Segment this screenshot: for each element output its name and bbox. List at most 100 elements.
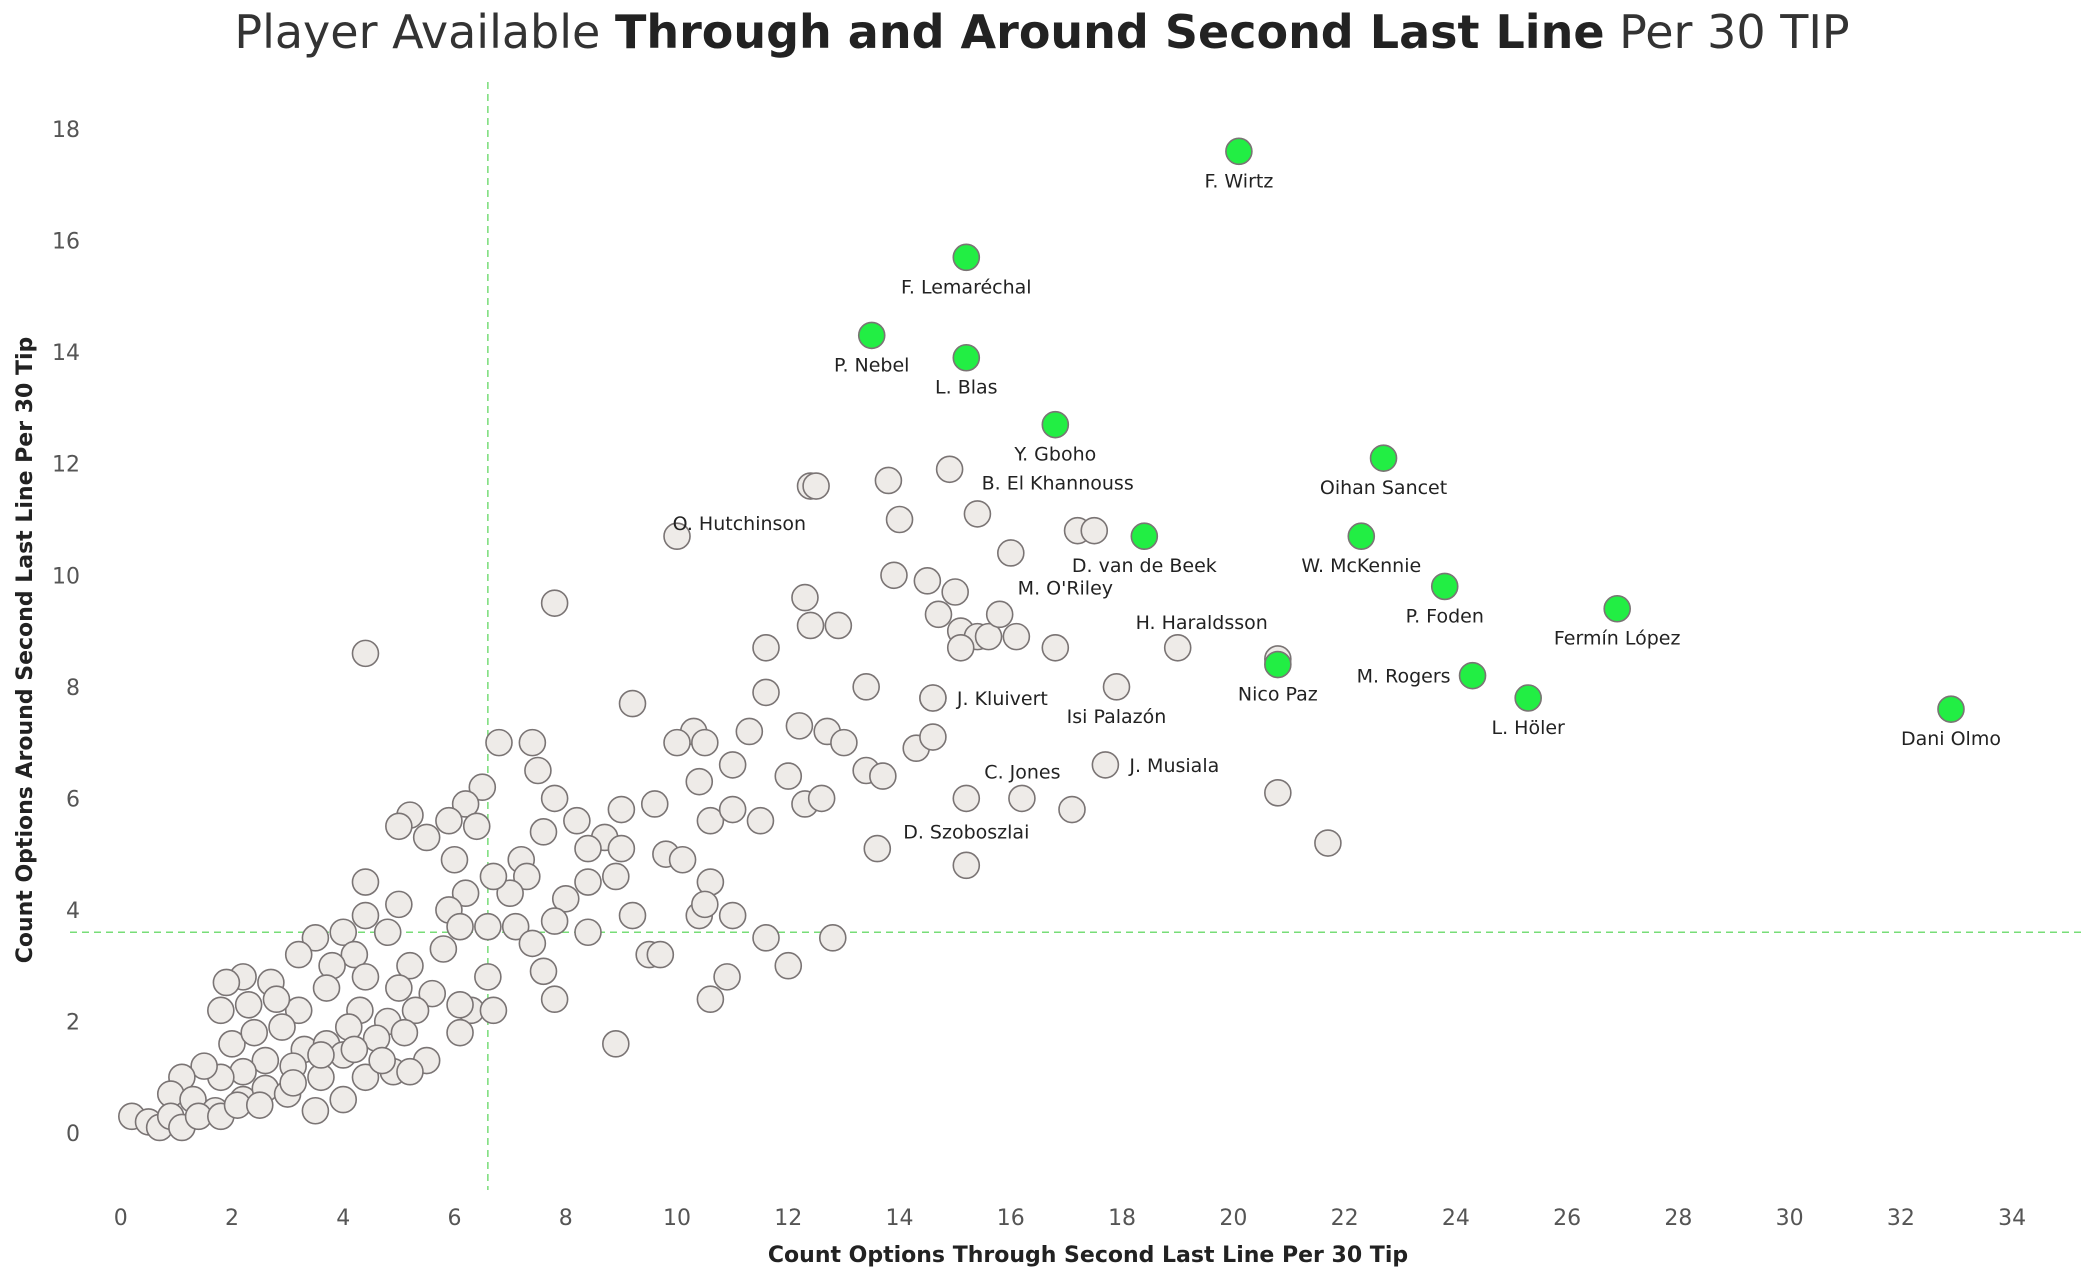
player-point — [1102, 673, 1131, 701]
player-point — [1002, 622, 1031, 651]
player-point — [735, 717, 764, 746]
player-point — [529, 818, 558, 846]
x-tick-label: 24 — [1442, 1206, 1470, 1231]
player-point — [1163, 633, 1192, 662]
highlighted-player-point — [1937, 695, 1965, 723]
player-point — [713, 963, 741, 991]
player-point — [207, 996, 235, 1025]
x-axis-ticks: 0 2 4 6 8 10 12 14 16 18 20 22 24 26 28 30 32 34 — [114, 1206, 2026, 1231]
player-point — [852, 673, 880, 701]
player-label: Isi Palazón — [1067, 706, 1167, 728]
player-point — [390, 1018, 419, 1047]
player-point — [997, 539, 1025, 567]
player-point — [963, 500, 992, 528]
x-tick-label: 18 — [1108, 1206, 1136, 1231]
player-label: F. Lemaréchal — [901, 276, 1032, 298]
player-point — [446, 990, 474, 1019]
player-point — [718, 751, 747, 779]
player-point — [985, 600, 1014, 629]
y-tick-label: 2 — [66, 1011, 80, 1036]
y-tick-label: 14 — [52, 341, 80, 366]
player-label: L. Höler — [1492, 717, 1566, 739]
player-point — [340, 940, 369, 969]
player-point — [468, 773, 497, 802]
x-tick-label: 2 — [225, 1206, 239, 1231]
player-point — [496, 879, 524, 908]
player-point — [284, 940, 313, 969]
player-point — [262, 985, 291, 1013]
player-point — [974, 622, 1003, 651]
highlighted-player-point — [1264, 650, 1292, 679]
highlighted-player-point — [1430, 572, 1459, 601]
player-point — [919, 723, 947, 751]
player-label: W. McKennie — [1301, 555, 1421, 577]
player-point — [791, 583, 819, 612]
player-point — [245, 1091, 274, 1119]
player-label: P. Nebel — [834, 354, 910, 376]
player-point — [368, 1046, 396, 1075]
x-tick-label: 12 — [774, 1206, 802, 1231]
player-point — [563, 806, 591, 835]
chart-title: Player Available Through and Around Seco… — [234, 5, 1849, 59]
player-point — [618, 689, 647, 718]
highlighted-player-point — [1130, 522, 1159, 551]
player-point — [474, 963, 502, 991]
highlighted-player-point — [1603, 594, 1631, 623]
player-point — [301, 924, 330, 952]
player-point — [284, 996, 313, 1025]
player-point — [640, 790, 669, 818]
y-axis-label: Count Options Around Second Last Line Pe… — [13, 337, 38, 964]
player-point — [351, 963, 380, 991]
player-point — [1080, 516, 1109, 545]
player-point — [429, 935, 458, 963]
player-point — [691, 728, 719, 757]
player-point — [385, 890, 413, 919]
highlighted-player-point — [1347, 522, 1376, 551]
player-point — [863, 834, 892, 863]
player-point — [1008, 784, 1036, 813]
player-point — [869, 762, 897, 790]
player-point — [540, 907, 569, 935]
player-point — [752, 678, 780, 707]
player-point — [401, 996, 430, 1025]
player-point — [941, 578, 969, 606]
player-point — [479, 996, 508, 1025]
player-point — [513, 862, 541, 891]
player-point — [351, 639, 380, 668]
player-point — [385, 974, 413, 1002]
player-point — [818, 924, 847, 952]
player-point — [240, 1018, 269, 1047]
player-point — [518, 728, 547, 757]
player-point — [718, 901, 747, 930]
player-point — [752, 924, 780, 952]
player-point — [935, 455, 964, 484]
player-point — [574, 918, 602, 947]
y-axis-ticks: 0 2 4 6 8 10 12 14 16 18 — [52, 118, 80, 1147]
player-point — [551, 884, 580, 913]
y-tick-label: 0 — [66, 1122, 80, 1147]
reference-lines — [70, 82, 2085, 1190]
player-point — [663, 522, 691, 551]
player-point — [774, 951, 803, 980]
player-point — [607, 834, 636, 863]
player-point — [524, 756, 552, 785]
player-point — [913, 567, 942, 595]
player-point — [685, 767, 714, 796]
player-point — [874, 466, 903, 495]
player-point — [312, 974, 341, 1002]
highlighted-player-point — [952, 243, 981, 272]
x-tick-label: 10 — [663, 1206, 691, 1231]
player-point — [307, 1041, 335, 1069]
player-label: J. Kluivert — [956, 688, 1048, 710]
player-label: Nico Paz — [1238, 684, 1318, 706]
player-point — [385, 812, 413, 841]
player-point — [1264, 779, 1292, 807]
highlighted-player-point — [1225, 137, 1253, 166]
player-point — [830, 728, 858, 757]
x-tick-label: 14 — [886, 1206, 914, 1231]
player-point — [279, 1069, 307, 1097]
highlighted-player-point — [952, 343, 981, 372]
player-point — [696, 806, 725, 835]
player-point — [373, 918, 402, 947]
